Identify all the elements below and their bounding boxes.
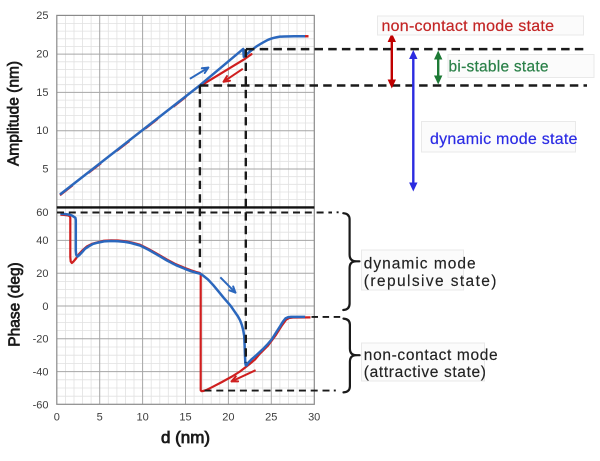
svg-text:20: 20 [222, 411, 234, 423]
svg-text:(repulsive state): (repulsive state) [364, 273, 498, 290]
svg-text:25: 25 [265, 411, 277, 423]
svg-text:15: 15 [36, 87, 48, 99]
svg-text:dynamic mode: dynamic mode [364, 256, 477, 273]
svg-text:-20: -20 [33, 334, 49, 346]
svg-text:-60: -60 [33, 399, 49, 411]
svg-text:25: 25 [36, 10, 48, 22]
svg-text:d (nm): d (nm) [161, 428, 210, 447]
svg-text:(attractive state): (attractive state) [364, 364, 487, 381]
svg-text:30: 30 [308, 411, 320, 423]
svg-text:Phase (deg): Phase (deg) [7, 262, 24, 346]
svg-text:40: 40 [36, 235, 48, 247]
svg-text:5: 5 [97, 411, 103, 423]
svg-text:bi-stable state: bi-stable state [449, 58, 549, 75]
svg-text:15: 15 [179, 411, 191, 423]
svg-text:-40: -40 [33, 366, 49, 378]
svg-text:20: 20 [36, 49, 48, 61]
svg-text:10: 10 [136, 411, 148, 423]
svg-text:60: 60 [36, 207, 48, 219]
svg-text:5: 5 [42, 163, 48, 175]
svg-text:dynamic mode state: dynamic mode state [430, 131, 578, 148]
svg-text:Amplitude (nm): Amplitude (nm) [6, 61, 23, 166]
svg-text:non-contact mode state: non-contact mode state [382, 18, 555, 35]
svg-text:10: 10 [36, 125, 48, 137]
svg-text:0: 0 [42, 301, 48, 313]
svg-text:non-contact mode: non-contact mode [364, 347, 498, 364]
svg-text:20: 20 [36, 268, 48, 280]
svg-text:0: 0 [54, 411, 60, 423]
